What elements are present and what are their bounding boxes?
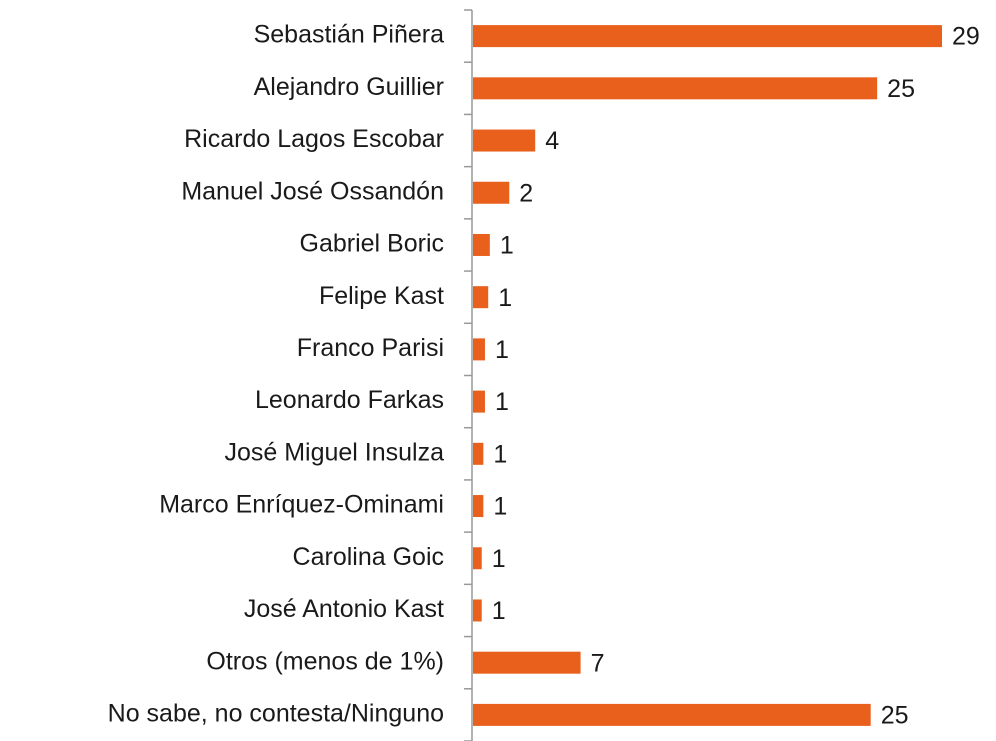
bar (473, 338, 485, 361)
value-label: 1 (492, 597, 506, 625)
value-label: 1 (492, 545, 506, 573)
value-label: 1 (498, 284, 512, 312)
category-label: Otros (menos de 1%) (206, 647, 444, 675)
bar (473, 390, 485, 413)
category-label: Marco Enríquez-Ominami (159, 491, 444, 519)
value-label: 2 (519, 179, 533, 207)
category-label: Leonardo Farkas (255, 386, 444, 414)
value-label: 25 (881, 702, 909, 730)
category-label: Alejandro Guillier (254, 73, 444, 101)
category-label: Felipe Kast (319, 282, 444, 310)
value-label: 1 (493, 493, 507, 521)
category-label: Manuel José Ossandón (181, 177, 444, 205)
category-label: Gabriel Boric (300, 230, 445, 258)
value-label: 1 (493, 440, 507, 468)
value-label: 1 (495, 336, 509, 364)
bar (473, 77, 878, 100)
value-label: 25 (887, 75, 915, 103)
category-label: José Miguel Insulza (224, 438, 444, 466)
bar (473, 25, 942, 48)
category-label: Sebastián Piñera (254, 21, 445, 49)
bar (473, 286, 489, 309)
value-label: 4 (545, 127, 559, 155)
category-label: Carolina Goic (293, 543, 444, 571)
bar (473, 599, 482, 622)
value-label: 29 (952, 23, 980, 51)
value-label: 1 (500, 232, 514, 260)
category-label: Franco Parisi (297, 334, 444, 362)
bar (473, 181, 510, 204)
value-label: 1 (495, 388, 509, 416)
bar (473, 233, 490, 256)
bar (473, 495, 484, 518)
category-label: No sabe, no contesta/Ninguno (108, 700, 444, 728)
category-label: Ricardo Lagos Escobar (184, 125, 444, 153)
bar (473, 703, 871, 726)
bar (473, 442, 484, 465)
value-label: 7 (591, 649, 605, 677)
category-label: José Antonio Kast (244, 595, 444, 623)
bar (473, 547, 482, 570)
bar (473, 129, 536, 152)
bar (473, 651, 581, 674)
